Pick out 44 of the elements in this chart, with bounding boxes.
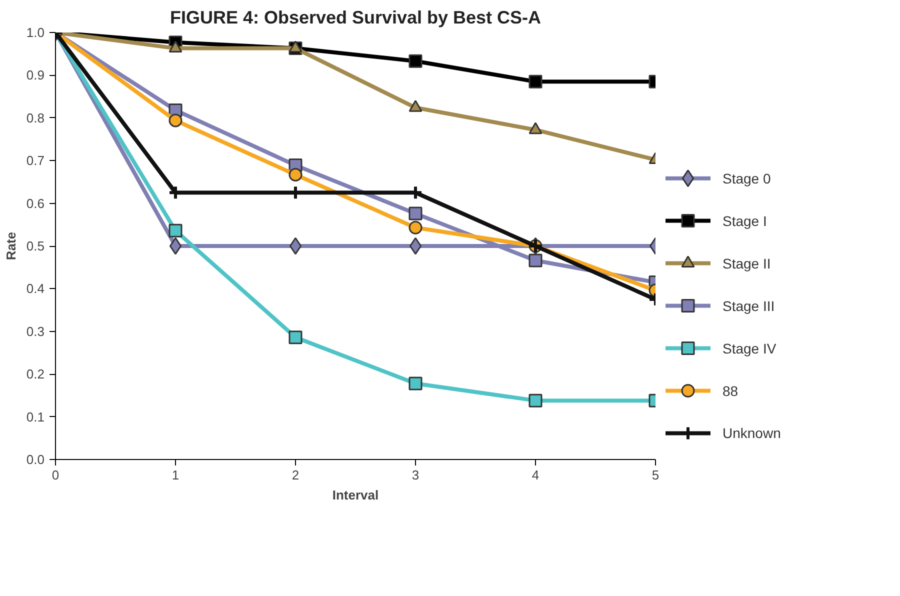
x-tick-label: 1 <box>172 468 180 482</box>
y-tick-label: 0.6 <box>26 196 45 211</box>
point <box>168 114 182 128</box>
x-tick-label: 0 <box>52 468 60 482</box>
point <box>408 206 422 220</box>
point <box>408 54 422 68</box>
legend-label: Stage IV <box>722 340 777 356</box>
y-axis-title: Rate <box>3 232 18 260</box>
legend-label: 88 <box>722 382 738 399</box>
x-tick-label: 2 <box>292 468 300 482</box>
chart-title: FIGURE 4: Observed Survival by Best CS-A <box>170 8 542 28</box>
y-tick-label: 0.8 <box>26 110 45 126</box>
point <box>528 394 542 408</box>
legend-label: Stage II <box>722 255 771 272</box>
legend-label: Stage 0 <box>722 170 771 186</box>
point <box>408 376 422 390</box>
y-tick-label: 0.2 <box>26 366 45 382</box>
x-axis-title: Interval <box>332 488 379 502</box>
x-tick-label: 3 <box>412 468 420 482</box>
point <box>288 330 302 344</box>
point <box>289 237 302 255</box>
y-tick-label: 0.5 <box>26 238 45 254</box>
point <box>528 122 542 134</box>
x-tick-label: 5 <box>652 468 660 482</box>
point <box>288 168 302 182</box>
y-tick-label: 0.4 <box>26 281 45 296</box>
point <box>528 74 542 88</box>
point <box>168 224 182 238</box>
y-tick-label: 0.0 <box>26 452 45 467</box>
y-tick-label: 1.0 <box>26 25 45 40</box>
legend-label: Stage III <box>722 298 775 314</box>
legend-label: Stage I <box>722 212 767 229</box>
point <box>409 237 422 255</box>
point <box>169 237 182 255</box>
y-tick-label: 0.7 <box>26 153 45 168</box>
y-tick-label: 0.3 <box>26 324 45 339</box>
point <box>168 40 182 53</box>
legend-label: Unknown <box>722 425 781 442</box>
y-tick-label: 0.1 <box>26 409 45 424</box>
point <box>528 254 542 268</box>
point <box>288 40 302 53</box>
point <box>408 220 422 234</box>
y-tick-label: 0.9 <box>26 68 45 83</box>
x-tick-label: 4 <box>532 468 540 482</box>
